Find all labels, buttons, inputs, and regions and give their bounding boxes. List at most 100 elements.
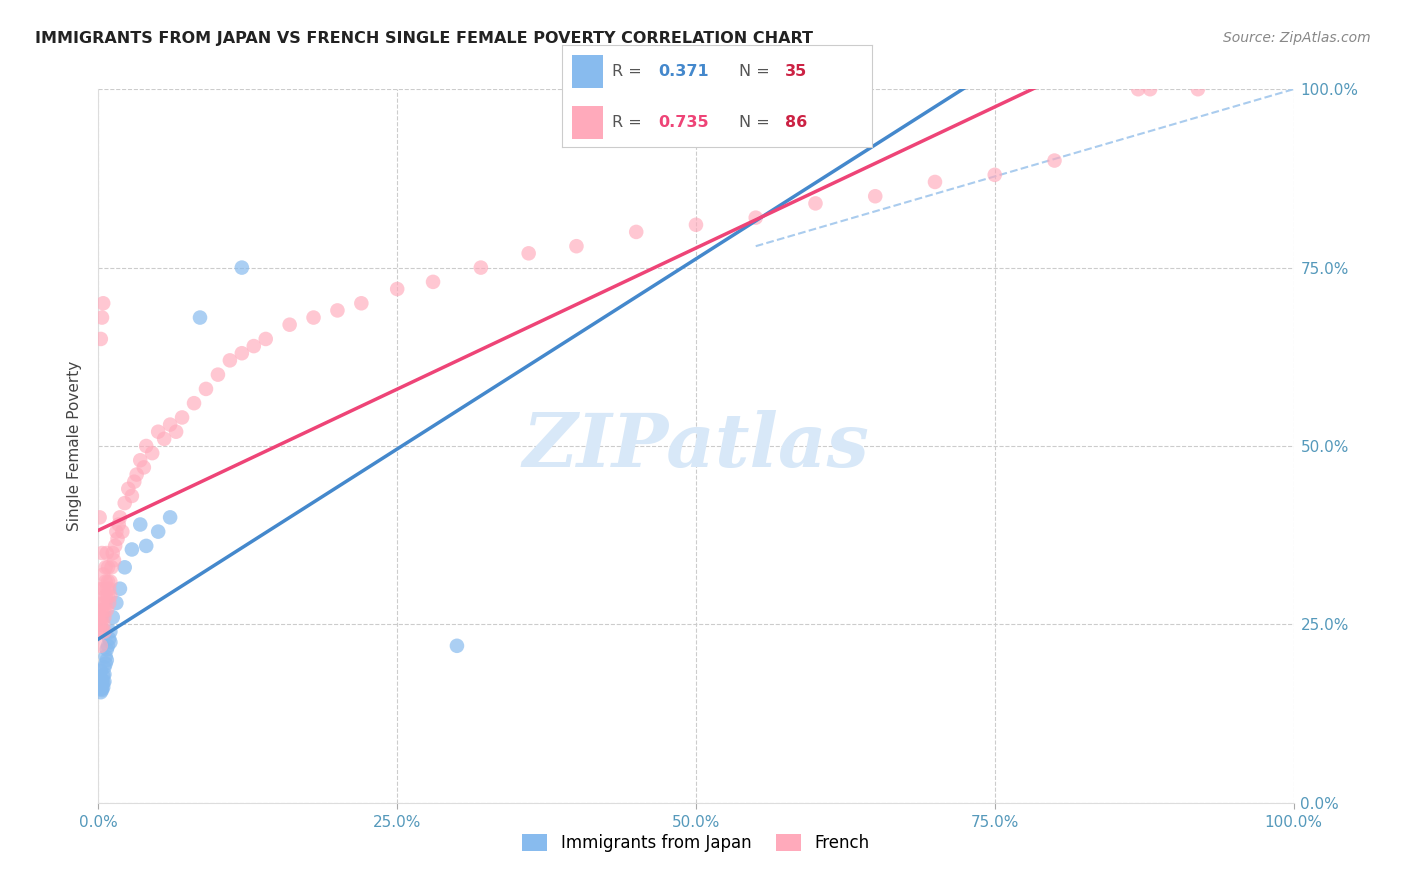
Point — [91, 673, 114, 687]
Point — [153, 432, 176, 446]
Point — [97, 560, 120, 574]
Point — [94, 589, 117, 603]
Text: 0.371: 0.371 — [658, 63, 709, 78]
Point — [91, 681, 114, 696]
Point — [141, 446, 163, 460]
Point — [94, 649, 117, 664]
Point — [626, 225, 648, 239]
Point — [422, 275, 444, 289]
Point — [97, 574, 120, 589]
Legend: Immigrants from Japan, French: Immigrants from Japan, French — [516, 827, 876, 859]
Point — [148, 524, 170, 539]
Point — [129, 517, 152, 532]
Point — [745, 211, 768, 225]
Text: 0.735: 0.735 — [658, 115, 709, 130]
Point — [129, 453, 152, 467]
Point — [97, 589, 120, 603]
Point — [565, 239, 588, 253]
Text: R =: R = — [612, 63, 647, 78]
Text: R =: R = — [612, 115, 647, 130]
Point — [94, 560, 117, 574]
Bar — [572, 55, 603, 87]
Point — [91, 624, 114, 639]
Point — [1043, 153, 1066, 168]
Point — [385, 282, 409, 296]
Point — [135, 439, 157, 453]
Point — [117, 482, 139, 496]
Point — [91, 310, 114, 325]
Point — [89, 678, 111, 692]
Point — [231, 346, 253, 360]
Point — [125, 467, 148, 482]
Point — [98, 632, 121, 646]
Point — [93, 610, 115, 624]
Point — [90, 681, 112, 696]
Point — [101, 546, 124, 560]
Point — [98, 624, 122, 639]
Point — [863, 189, 887, 203]
Point — [924, 175, 946, 189]
Point — [114, 560, 136, 574]
Point — [90, 639, 112, 653]
Point — [231, 260, 253, 275]
Point — [254, 332, 277, 346]
Point — [93, 603, 115, 617]
Point — [91, 546, 114, 560]
Point — [121, 489, 143, 503]
Point — [91, 669, 114, 683]
Point — [108, 510, 131, 524]
Point — [105, 596, 128, 610]
Point — [103, 553, 125, 567]
Point — [207, 368, 229, 382]
Point — [91, 680, 114, 694]
Point — [159, 510, 181, 524]
Point — [326, 303, 349, 318]
Point — [91, 582, 114, 596]
Point — [470, 260, 492, 275]
Point — [91, 296, 114, 310]
Point — [91, 617, 114, 632]
Point — [121, 542, 143, 557]
Point — [98, 596, 121, 610]
Point — [165, 425, 187, 439]
Point — [91, 676, 114, 690]
Point — [446, 639, 468, 653]
Point — [90, 685, 112, 699]
Point — [243, 339, 266, 353]
Point — [108, 582, 131, 596]
Point — [89, 671, 111, 685]
Point — [96, 603, 118, 617]
Text: N =: N = — [738, 115, 775, 130]
Point — [90, 332, 112, 346]
Point — [100, 560, 122, 574]
Text: IMMIGRANTS FROM JAPAN VS FRENCH SINGLE FEMALE POVERTY CORRELATION CHART: IMMIGRANTS FROM JAPAN VS FRENCH SINGLE F… — [35, 31, 813, 46]
Point — [91, 674, 114, 689]
Point — [97, 639, 120, 653]
Point — [89, 596, 111, 610]
Point — [89, 617, 111, 632]
Point — [132, 460, 155, 475]
Text: ZIPatlas: ZIPatlas — [523, 409, 869, 483]
Point — [107, 517, 129, 532]
Point — [159, 417, 181, 432]
Text: 35: 35 — [785, 63, 807, 78]
Point — [302, 310, 325, 325]
Point — [90, 664, 112, 678]
Point — [124, 475, 146, 489]
Point — [90, 610, 112, 624]
Point — [91, 610, 114, 624]
Point — [1187, 82, 1209, 96]
Point — [104, 539, 127, 553]
Point — [172, 410, 194, 425]
Point — [90, 582, 112, 596]
Point — [107, 532, 129, 546]
Point — [278, 318, 301, 332]
Point — [105, 524, 128, 539]
Point — [517, 246, 540, 260]
Point — [1139, 82, 1161, 96]
Point — [94, 574, 117, 589]
Point — [96, 582, 118, 596]
Bar — [572, 106, 603, 139]
Point — [98, 589, 122, 603]
Point — [96, 546, 118, 560]
